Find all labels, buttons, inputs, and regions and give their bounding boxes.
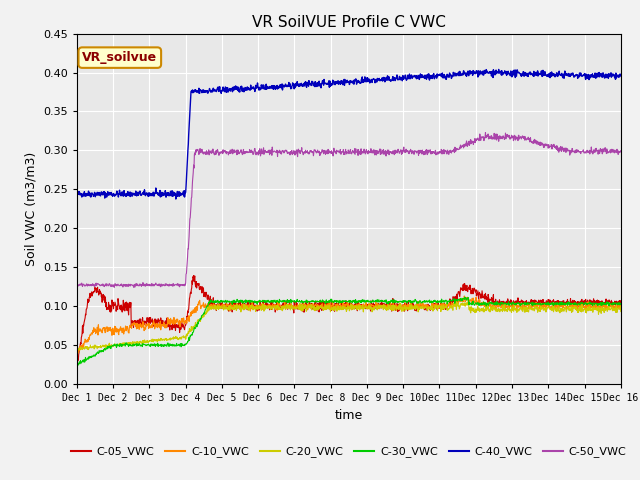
Title: VR SoilVUE Profile C VWC: VR SoilVUE Profile C VWC bbox=[252, 15, 445, 30]
Y-axis label: Soil VWC (m3/m3): Soil VWC (m3/m3) bbox=[24, 152, 38, 266]
Text: VR_soilvue: VR_soilvue bbox=[82, 51, 157, 64]
Legend: C-05_VWC, C-10_VWC, C-20_VWC, C-30_VWC, C-40_VWC, C-50_VWC: C-05_VWC, C-10_VWC, C-20_VWC, C-30_VWC, … bbox=[67, 442, 631, 462]
X-axis label: time: time bbox=[335, 408, 363, 421]
